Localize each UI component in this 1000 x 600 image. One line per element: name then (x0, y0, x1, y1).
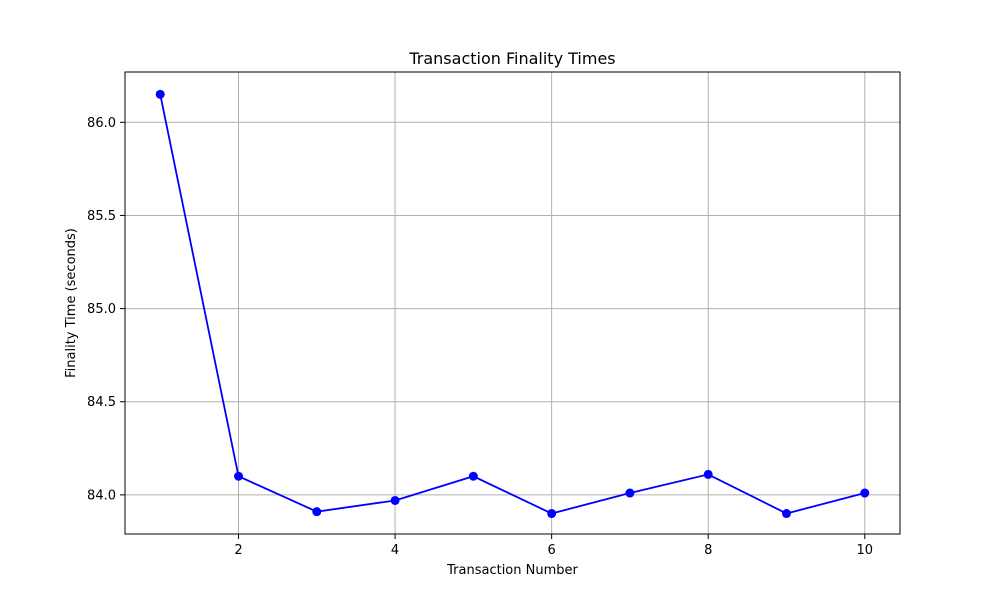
y-tick-label: 85.5 (87, 209, 116, 224)
data-point (312, 507, 322, 517)
data-point (155, 89, 165, 99)
plot-frame (124, 71, 901, 535)
x-axis-label: Transaction Number (446, 563, 578, 578)
y-tick-label: 85.0 (87, 302, 116, 317)
x-tick-label: 10 (856, 543, 873, 558)
data-point (468, 471, 478, 481)
y-axis-label: Finality Time (seconds) (64, 228, 79, 378)
plot-layer (155, 89, 870, 519)
x-tick-label: 2 (234, 543, 242, 558)
x-tick-label: 4 (391, 543, 399, 558)
data-point (390, 495, 400, 505)
x-tick-label: 6 (548, 543, 556, 558)
tick-layer: 2 4 6 8 10 84.0 84.5 85.0 85.5 86.0 (87, 116, 873, 558)
data-point (860, 488, 870, 498)
x-tick-label: 8 (704, 543, 712, 558)
data-point (703, 469, 713, 479)
y-tick-label: 84.5 (87, 395, 116, 410)
data-point (781, 509, 791, 519)
data-point (234, 471, 244, 481)
data-point (625, 488, 635, 498)
data-point (547, 509, 557, 519)
series-line (159, 94, 865, 515)
y-tick-label: 86.0 (87, 116, 116, 131)
chart-title: Transaction Finality Times (408, 49, 615, 68)
y-tick-label: 84.0 (87, 488, 116, 503)
